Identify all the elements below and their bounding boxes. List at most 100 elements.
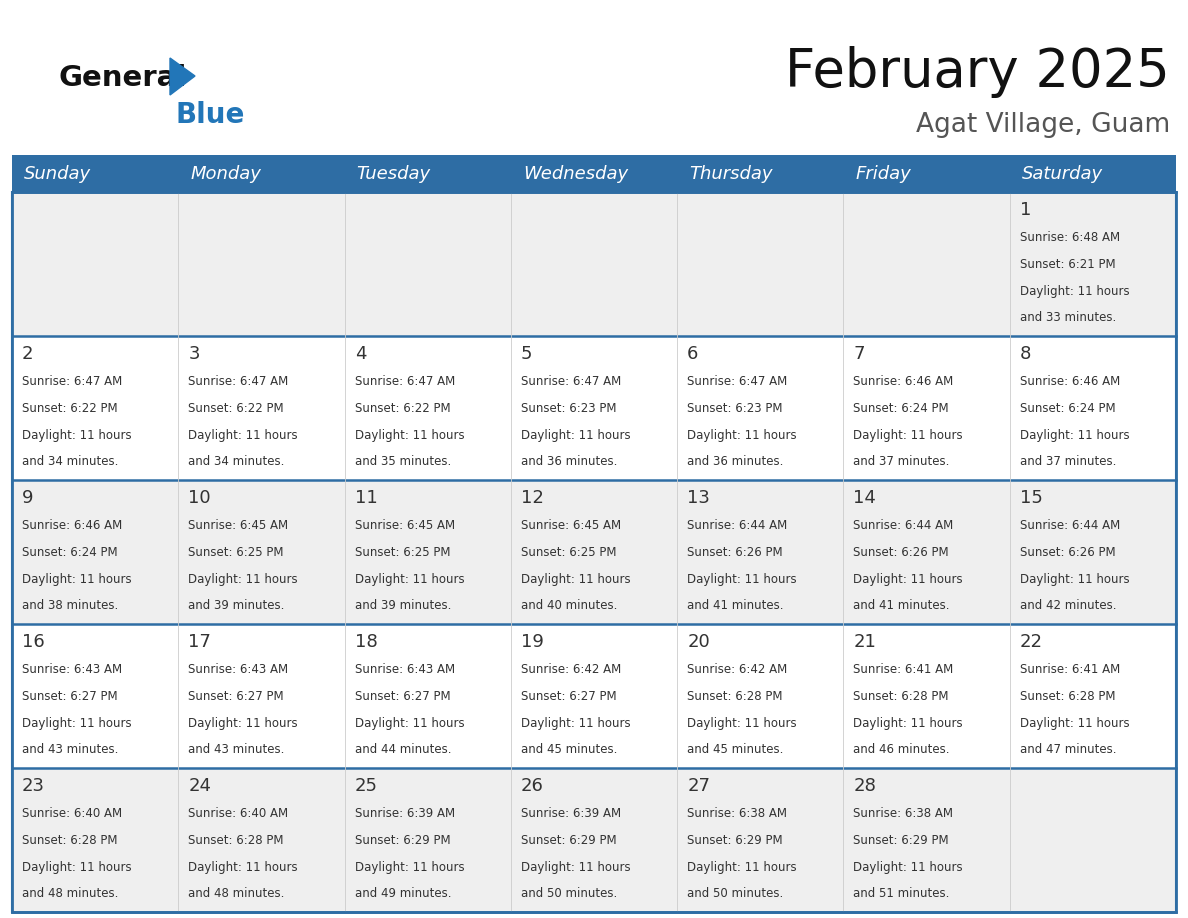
Text: Sunset: 6:23 PM: Sunset: 6:23 PM: [520, 402, 617, 415]
Text: Daylight: 11 hours: Daylight: 11 hours: [520, 861, 631, 874]
Text: Sunset: 6:29 PM: Sunset: 6:29 PM: [520, 834, 617, 847]
Text: and 37 minutes.: and 37 minutes.: [853, 455, 949, 468]
Text: Sunrise: 6:39 AM: Sunrise: 6:39 AM: [354, 808, 455, 821]
Text: Sunrise: 6:47 AM: Sunrise: 6:47 AM: [354, 375, 455, 388]
Bar: [12, 192, 1176, 336]
Text: 4: 4: [354, 345, 366, 364]
Text: Daylight: 11 hours: Daylight: 11 hours: [687, 861, 797, 874]
Text: and 50 minutes.: and 50 minutes.: [520, 888, 617, 901]
Text: Sunset: 6:25 PM: Sunset: 6:25 PM: [188, 546, 284, 559]
Text: 25: 25: [354, 778, 378, 795]
Text: Daylight: 11 hours: Daylight: 11 hours: [1019, 285, 1130, 297]
Text: 10: 10: [188, 489, 211, 507]
Text: and 47 minutes.: and 47 minutes.: [1019, 744, 1117, 756]
Text: and 43 minutes.: and 43 minutes.: [188, 744, 285, 756]
Text: and 42 minutes.: and 42 minutes.: [1019, 599, 1117, 612]
Text: Daylight: 11 hours: Daylight: 11 hours: [354, 429, 465, 442]
Text: Sunrise: 6:44 AM: Sunrise: 6:44 AM: [1019, 520, 1120, 532]
Text: and 51 minutes.: and 51 minutes.: [853, 888, 949, 901]
Text: Sunset: 6:25 PM: Sunset: 6:25 PM: [520, 546, 617, 559]
Text: and 48 minutes.: and 48 minutes.: [188, 888, 285, 901]
Text: and 44 minutes.: and 44 minutes.: [354, 744, 451, 756]
Text: Sunset: 6:24 PM: Sunset: 6:24 PM: [23, 546, 118, 559]
Text: Sunrise: 6:47 AM: Sunrise: 6:47 AM: [520, 375, 621, 388]
Text: 24: 24: [188, 778, 211, 795]
Text: Daylight: 11 hours: Daylight: 11 hours: [853, 573, 963, 586]
Text: Daylight: 11 hours: Daylight: 11 hours: [188, 717, 298, 730]
Text: 22: 22: [1019, 633, 1043, 651]
Text: Sunrise: 6:45 AM: Sunrise: 6:45 AM: [188, 520, 289, 532]
Text: Daylight: 11 hours: Daylight: 11 hours: [23, 861, 132, 874]
Text: and 34 minutes.: and 34 minutes.: [188, 455, 285, 468]
Text: Daylight: 11 hours: Daylight: 11 hours: [23, 429, 132, 442]
Text: 19: 19: [520, 633, 544, 651]
Text: Sunset: 6:22 PM: Sunset: 6:22 PM: [188, 402, 284, 415]
Text: 11: 11: [354, 489, 378, 507]
Text: and 50 minutes.: and 50 minutes.: [687, 888, 783, 901]
Text: and 45 minutes.: and 45 minutes.: [520, 744, 618, 756]
Text: Daylight: 11 hours: Daylight: 11 hours: [354, 573, 465, 586]
Text: Daylight: 11 hours: Daylight: 11 hours: [853, 717, 963, 730]
Text: Sunset: 6:22 PM: Sunset: 6:22 PM: [354, 402, 450, 415]
Text: Sunset: 6:29 PM: Sunset: 6:29 PM: [853, 834, 949, 847]
Bar: [12, 192, 1176, 912]
Text: Daylight: 11 hours: Daylight: 11 hours: [853, 429, 963, 442]
Text: Agat Village, Guam: Agat Village, Guam: [916, 112, 1170, 138]
Text: Sunrise: 6:41 AM: Sunrise: 6:41 AM: [853, 664, 954, 677]
Text: 27: 27: [687, 778, 710, 795]
Text: Sunrise: 6:40 AM: Sunrise: 6:40 AM: [23, 808, 122, 821]
Text: Sunset: 6:29 PM: Sunset: 6:29 PM: [687, 834, 783, 847]
Text: Sunset: 6:28 PM: Sunset: 6:28 PM: [853, 690, 949, 703]
Text: Sunset: 6:25 PM: Sunset: 6:25 PM: [354, 546, 450, 559]
Text: and 48 minutes.: and 48 minutes.: [23, 888, 119, 901]
Text: Sunrise: 6:44 AM: Sunrise: 6:44 AM: [687, 520, 788, 532]
Text: Sunrise: 6:43 AM: Sunrise: 6:43 AM: [354, 664, 455, 677]
Text: and 40 minutes.: and 40 minutes.: [520, 599, 618, 612]
Text: General: General: [58, 64, 187, 92]
Text: Daylight: 11 hours: Daylight: 11 hours: [1019, 429, 1130, 442]
Text: Sunset: 6:28 PM: Sunset: 6:28 PM: [23, 834, 118, 847]
Text: 20: 20: [687, 633, 710, 651]
Text: 18: 18: [354, 633, 378, 651]
Text: and 46 minutes.: and 46 minutes.: [853, 744, 950, 756]
Text: Sunday: Sunday: [24, 164, 91, 183]
Text: Sunset: 6:29 PM: Sunset: 6:29 PM: [354, 834, 450, 847]
Text: Daylight: 11 hours: Daylight: 11 hours: [1019, 573, 1130, 586]
Text: and 41 minutes.: and 41 minutes.: [687, 599, 784, 612]
Text: 7: 7: [853, 345, 865, 364]
Text: Sunrise: 6:43 AM: Sunrise: 6:43 AM: [188, 664, 289, 677]
Text: and 37 minutes.: and 37 minutes.: [1019, 455, 1116, 468]
Text: Daylight: 11 hours: Daylight: 11 hours: [853, 861, 963, 874]
Text: Sunset: 6:22 PM: Sunset: 6:22 PM: [23, 402, 118, 415]
Text: 6: 6: [687, 345, 699, 364]
Text: 14: 14: [853, 489, 877, 507]
Text: Sunset: 6:26 PM: Sunset: 6:26 PM: [687, 546, 783, 559]
Text: Daylight: 11 hours: Daylight: 11 hours: [354, 717, 465, 730]
Text: Daylight: 11 hours: Daylight: 11 hours: [188, 861, 298, 874]
Bar: [12, 480, 1176, 624]
Text: and 36 minutes.: and 36 minutes.: [520, 455, 618, 468]
Text: and 49 minutes.: and 49 minutes.: [354, 888, 451, 901]
Bar: [12, 155, 1176, 192]
Text: Sunset: 6:21 PM: Sunset: 6:21 PM: [1019, 258, 1116, 271]
Text: and 35 minutes.: and 35 minutes.: [354, 455, 450, 468]
Text: Sunrise: 6:45 AM: Sunrise: 6:45 AM: [520, 520, 621, 532]
Text: 26: 26: [520, 778, 544, 795]
Text: Sunrise: 6:47 AM: Sunrise: 6:47 AM: [687, 375, 788, 388]
Text: 16: 16: [23, 633, 45, 651]
Text: Thursday: Thursday: [689, 164, 772, 183]
Text: Sunrise: 6:42 AM: Sunrise: 6:42 AM: [520, 664, 621, 677]
Text: Friday: Friday: [855, 164, 911, 183]
Text: Sunset: 6:27 PM: Sunset: 6:27 PM: [23, 690, 118, 703]
Text: Daylight: 11 hours: Daylight: 11 hours: [188, 573, 298, 586]
Text: Sunrise: 6:44 AM: Sunrise: 6:44 AM: [853, 520, 954, 532]
Text: Saturday: Saturday: [1022, 164, 1102, 183]
Text: February 2025: February 2025: [785, 46, 1170, 98]
Bar: [12, 768, 1176, 912]
Text: Sunrise: 6:46 AM: Sunrise: 6:46 AM: [23, 520, 122, 532]
Text: Sunrise: 6:38 AM: Sunrise: 6:38 AM: [687, 808, 788, 821]
Text: Daylight: 11 hours: Daylight: 11 hours: [354, 861, 465, 874]
Text: Daylight: 11 hours: Daylight: 11 hours: [23, 573, 132, 586]
Text: Sunrise: 6:46 AM: Sunrise: 6:46 AM: [1019, 375, 1120, 388]
Text: Sunrise: 6:41 AM: Sunrise: 6:41 AM: [1019, 664, 1120, 677]
